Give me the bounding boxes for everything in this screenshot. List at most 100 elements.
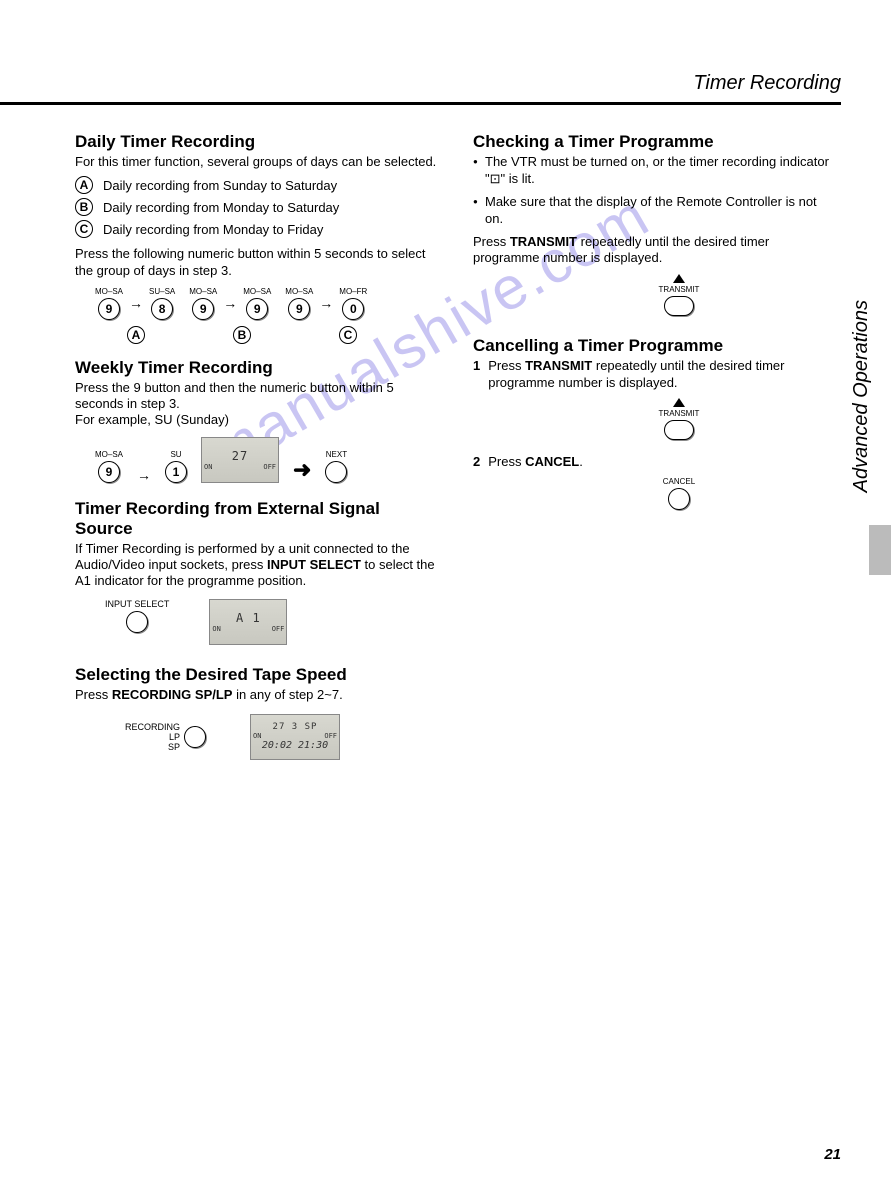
option-a-text: Daily recording from Sunday to Saturday bbox=[103, 178, 337, 193]
rec-group: RECORDING LP SP 27 3 SP ONOFF 20:02 21:3… bbox=[125, 714, 437, 760]
daily-button-sequence: MO–SA 9 → SU–SA 8 MO–SA 9 → MO–SA 9 bbox=[95, 287, 437, 320]
num-button-9[interactable]: 9 bbox=[98, 461, 120, 483]
option-a: A Daily recording from Sunday to Saturda… bbox=[75, 176, 437, 194]
arrow-icon: → bbox=[129, 295, 143, 311]
num-button-8[interactable]: 8 bbox=[151, 298, 173, 320]
btn-c1: MO–SA 9 bbox=[285, 287, 313, 320]
s2-post: . bbox=[579, 454, 583, 469]
weekly-button-sequence: MO–SA 9 → SU 1 27 ON OFF ➜ NEXT bbox=[95, 437, 437, 483]
btn-c2: MO–FR 0 bbox=[339, 287, 367, 320]
lcd-tape-off: OFF bbox=[324, 732, 337, 740]
option-c: C Daily recording from Monday to Friday bbox=[75, 220, 437, 238]
check-pre: Press bbox=[473, 234, 510, 249]
cancel-group: CANCEL bbox=[523, 477, 835, 510]
num-button-1[interactable]: 1 bbox=[165, 461, 187, 483]
transmit-button[interactable] bbox=[664, 420, 694, 440]
num-button-9[interactable]: 9 bbox=[192, 298, 214, 320]
btn-a1-label: MO–SA bbox=[95, 287, 123, 296]
num-button-9[interactable]: 9 bbox=[246, 298, 268, 320]
letter-row: A B C bbox=[127, 326, 437, 344]
arrow-icon: → bbox=[137, 467, 151, 483]
lcd-off: OFF bbox=[263, 463, 276, 471]
page-number: 21 bbox=[824, 1146, 841, 1163]
btn-c2-label: MO–FR bbox=[339, 287, 367, 296]
big-arrow-icon: ➜ bbox=[293, 457, 311, 483]
content-area: Daily Timer Recording For this timer fun… bbox=[75, 130, 835, 760]
lcd-ext-top: A 1 bbox=[236, 611, 261, 625]
cancel-label: CANCEL bbox=[663, 477, 695, 486]
wbtn-2: SU 1 bbox=[165, 450, 187, 483]
tape-bold: RECORDING SP/LP bbox=[112, 687, 233, 702]
circled-c: C bbox=[75, 220, 93, 238]
next-button[interactable] bbox=[325, 461, 347, 483]
transmit-stack-2: TRANSMIT bbox=[523, 398, 835, 440]
option-c-text: Daily recording from Monday to Friday bbox=[103, 222, 323, 237]
transmit-label-2: TRANSMIT bbox=[659, 409, 700, 418]
ext-bold: INPUT SELECT bbox=[267, 557, 361, 572]
header-rule bbox=[0, 102, 841, 105]
btn-b2: MO–SA 9 bbox=[243, 287, 271, 320]
lcd-on: ON bbox=[204, 463, 212, 471]
rec-label-top: RECORDING bbox=[125, 722, 180, 732]
num-button-9[interactable]: 9 bbox=[98, 298, 120, 320]
input-select-button[interactable] bbox=[126, 611, 148, 633]
lcd-ext-on: ON bbox=[212, 625, 220, 633]
lcd-display: 27 ON OFF bbox=[201, 437, 279, 483]
side-tab-label: Advanced Operations bbox=[850, 300, 873, 492]
check-bold: TRANSMIT bbox=[510, 234, 577, 249]
wbtn-1: MO–SA 9 bbox=[95, 450, 123, 483]
letter-b: B bbox=[233, 326, 251, 344]
tape-heading: Selecting the Desired Tape Speed bbox=[75, 665, 437, 685]
transmit-button[interactable] bbox=[664, 296, 694, 316]
tape-post: in any of step 2~7. bbox=[232, 687, 342, 702]
option-b-text: Daily recording from Monday to Saturday bbox=[103, 200, 339, 215]
step2-text: Press CANCEL. bbox=[488, 454, 583, 471]
external-heading: Timer Recording from External Signal Sou… bbox=[75, 499, 437, 539]
side-tab-block bbox=[869, 525, 891, 575]
check-bullet-2: Make sure that the display of the Remote… bbox=[473, 194, 835, 228]
checking-heading: Checking a Timer Programme bbox=[473, 132, 835, 152]
check-bullet-1: The VTR must be turned on, or the timer … bbox=[473, 154, 835, 188]
input-select-group: INPUT SELECT A 1 ONOFF bbox=[105, 599, 437, 645]
step1-num: 1 bbox=[473, 358, 480, 392]
transmit-stack-1: TRANSMIT bbox=[523, 274, 835, 316]
num-button-9[interactable]: 9 bbox=[288, 298, 310, 320]
option-b: B Daily recording from Monday to Saturda… bbox=[75, 198, 437, 216]
checking-press: Press TRANSMIT repeatedly until the desi… bbox=[473, 234, 835, 267]
cancel-step-2-wrap: 2 Press CANCEL. bbox=[473, 454, 835, 471]
s1-pre: Press bbox=[488, 358, 525, 373]
cancel-button[interactable] bbox=[668, 488, 690, 510]
triangle-up-icon bbox=[673, 398, 685, 407]
input-select-label: INPUT SELECT bbox=[105, 599, 169, 609]
circled-b: B bbox=[75, 198, 93, 216]
letter-a: A bbox=[127, 326, 145, 344]
circled-a: A bbox=[75, 176, 93, 194]
daily-press-text: Press the following numeric button withi… bbox=[75, 246, 437, 279]
triangle-up-icon bbox=[673, 274, 685, 283]
step2-num: 2 bbox=[473, 454, 480, 471]
left-column: Daily Timer Recording For this timer fun… bbox=[75, 130, 437, 760]
lcd-top: 27 bbox=[232, 449, 248, 463]
recording-sp-lp-button[interactable] bbox=[184, 726, 206, 748]
next-btn-stack: NEXT bbox=[325, 450, 347, 483]
lcd-display-ext: A 1 ONOFF bbox=[209, 599, 287, 645]
right-column: Checking a Timer Programme The VTR must … bbox=[473, 130, 835, 760]
btn-a2-label: SU–SA bbox=[149, 287, 175, 296]
num-button-0[interactable]: 0 bbox=[342, 298, 364, 320]
transmit-group-1: TRANSMIT bbox=[523, 274, 835, 316]
tape-pre: Press bbox=[75, 687, 112, 702]
arrow-icon: → bbox=[223, 295, 237, 311]
next-label: NEXT bbox=[326, 450, 347, 459]
cancel-step-2: 2 Press CANCEL. bbox=[473, 454, 835, 471]
cancel-steps: 1 Press TRANSMIT repeatedly until the de… bbox=[473, 358, 835, 392]
seq-group-c: MO–SA 9 → MO–FR 0 bbox=[285, 287, 367, 320]
btn-b1-label: MO–SA bbox=[189, 287, 217, 296]
lcd-tape-on: ON bbox=[253, 732, 261, 740]
step1-text: Press TRANSMIT repeatedly until the desi… bbox=[488, 358, 835, 392]
weekly-intro: Press the 9 button and then the numeric … bbox=[75, 380, 437, 429]
seq-group-b: MO–SA 9 → MO–SA 9 bbox=[189, 287, 271, 320]
daily-intro: For this timer function, several groups … bbox=[75, 154, 437, 170]
arrow-icon: → bbox=[319, 295, 333, 311]
daily-heading: Daily Timer Recording bbox=[75, 132, 437, 152]
external-intro: If Timer Recording is performed by a uni… bbox=[75, 541, 437, 590]
